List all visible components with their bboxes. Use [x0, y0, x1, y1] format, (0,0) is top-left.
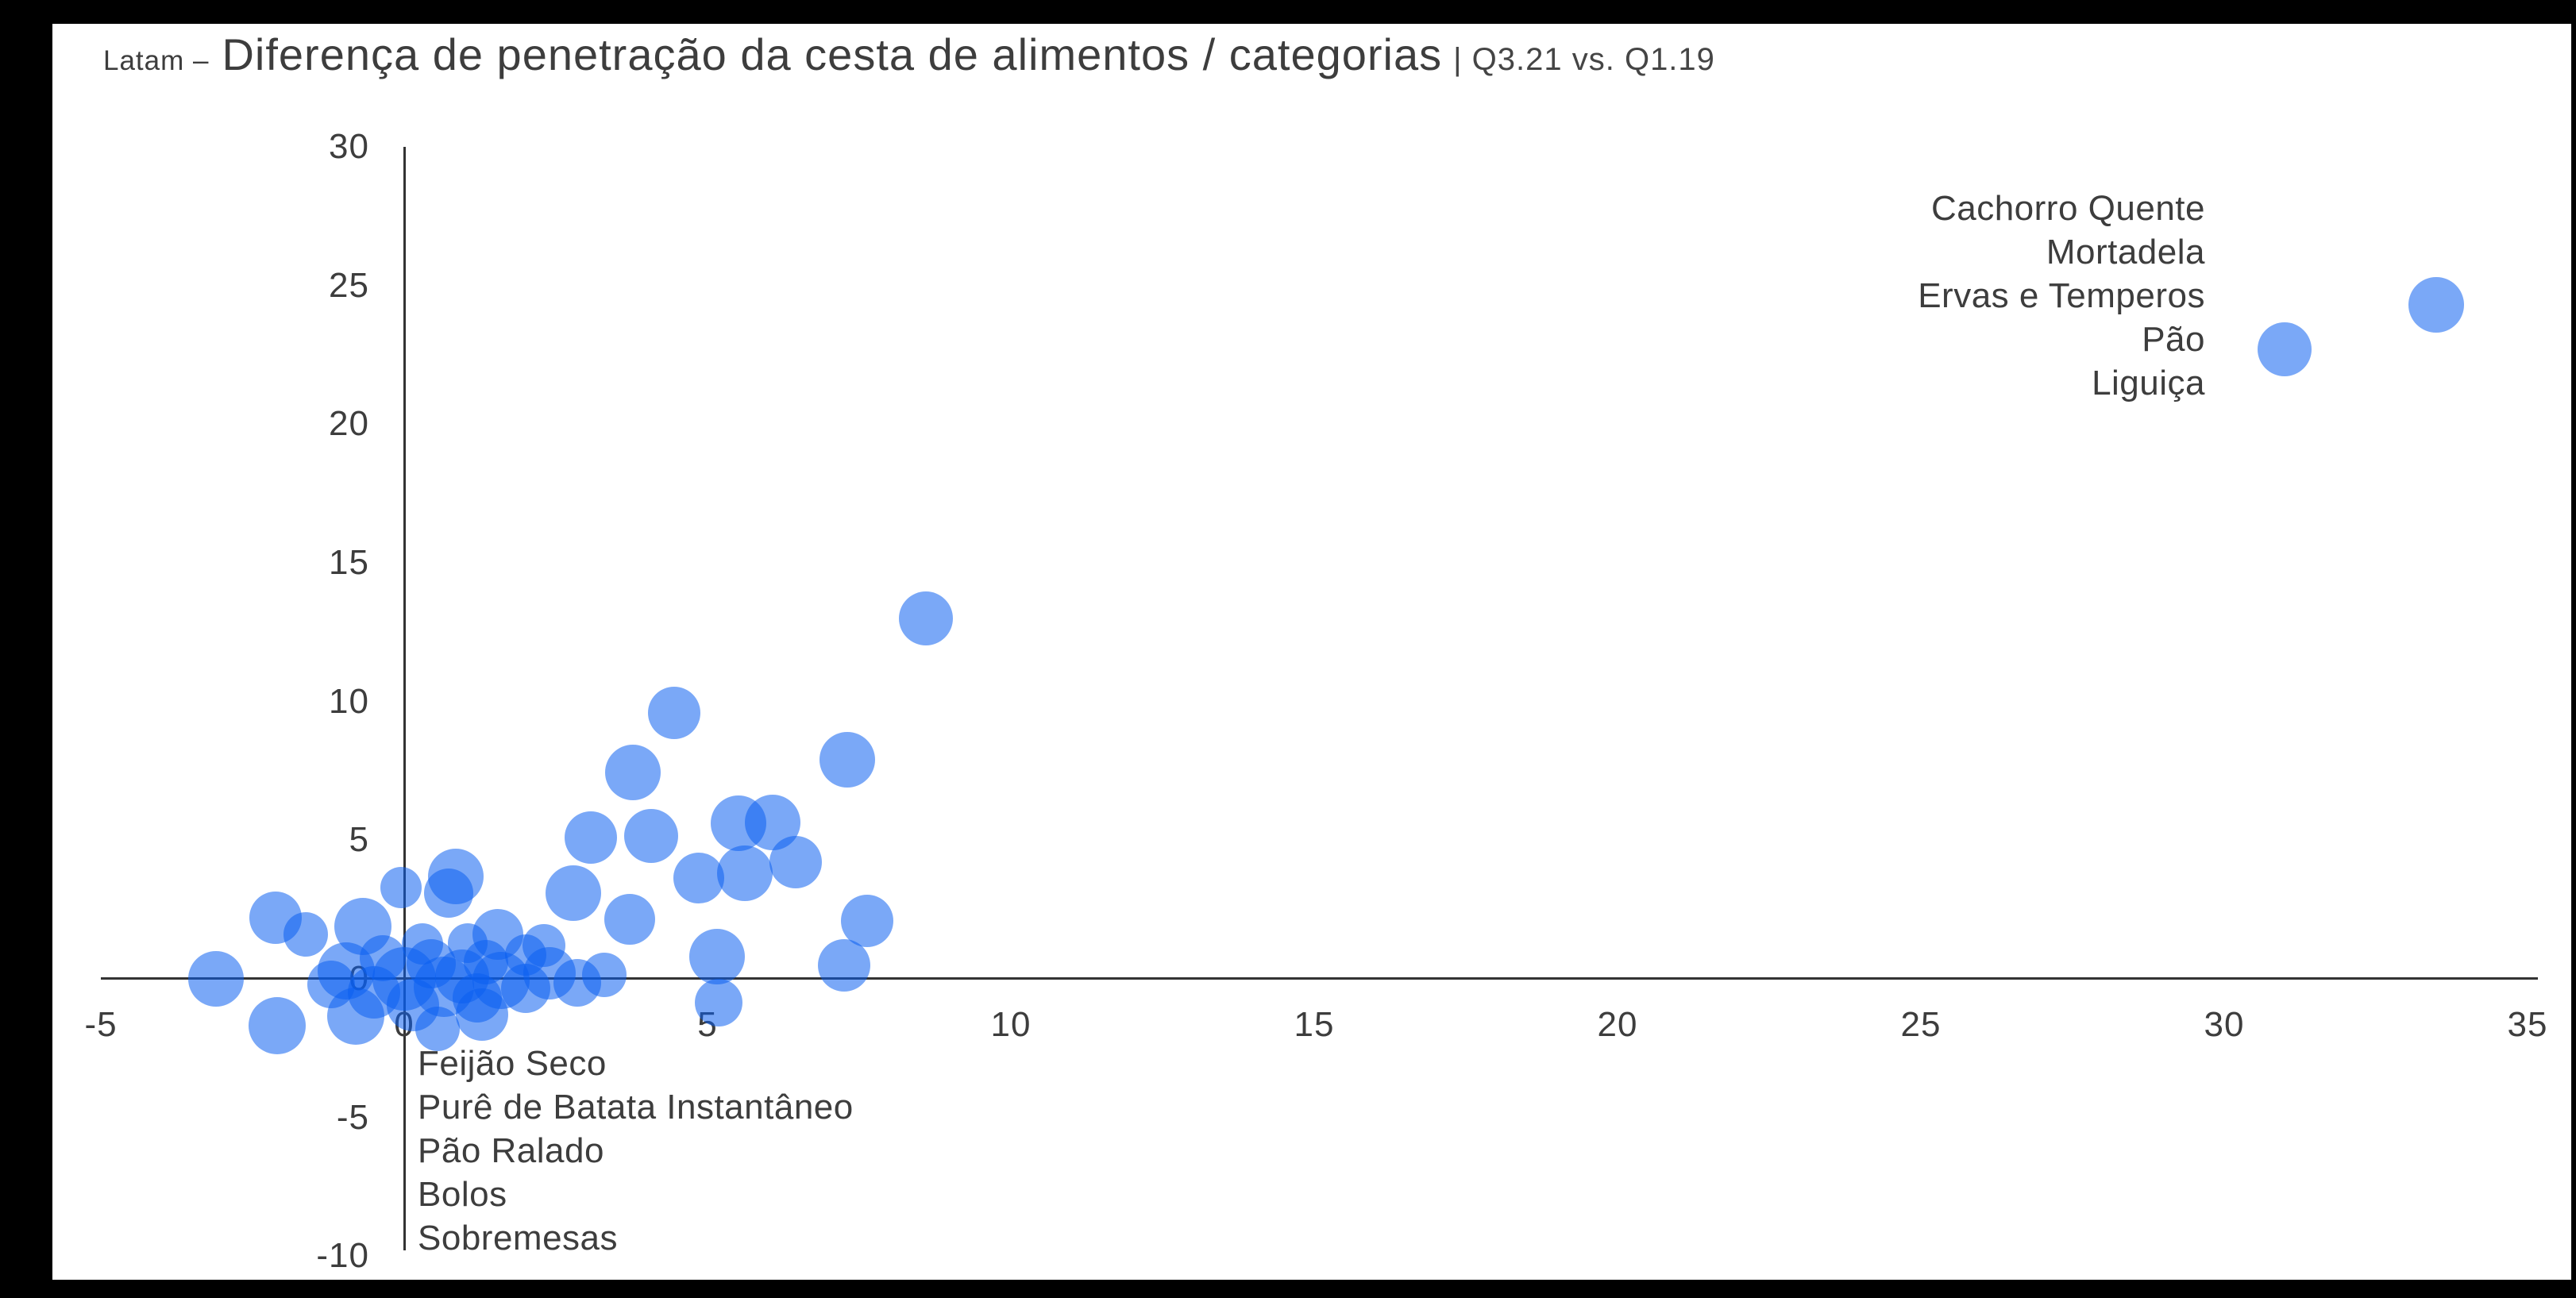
x-tick-label: 20 — [1597, 1005, 1638, 1044]
y-axis-line — [403, 147, 406, 1250]
scatter-bubble — [717, 845, 773, 902]
annotation-line: Purê de Batata Instantâneo — [418, 1088, 854, 1127]
annotation-line: Feijão Seco — [418, 1044, 607, 1083]
scatter-bubble — [2408, 277, 2465, 333]
scatter-bubble — [817, 938, 870, 992]
chart-title-prefix: Latam – — [103, 45, 210, 76]
x-tick-label: 15 — [1294, 1005, 1335, 1044]
annotation-line: Cachorro Quente — [1930, 189, 2205, 228]
scatter-bubble — [647, 686, 700, 739]
scatter-bubble — [188, 951, 245, 1007]
scatter-bubble — [694, 978, 742, 1026]
x-tick-label: 10 — [990, 1005, 1032, 1044]
scatter-bubble — [819, 732, 875, 788]
y-tick-label: -5 — [336, 1097, 369, 1137]
scatter-bubble — [605, 744, 661, 800]
annotation-line: Sobremesas — [418, 1219, 619, 1258]
scatter-bubble — [604, 893, 656, 945]
annotation-line: Mortadela — [2046, 233, 2205, 272]
scatter-bubble — [380, 866, 422, 908]
scatter-bubble — [840, 894, 893, 947]
y-tick-label: 20 — [329, 404, 369, 444]
scatter-bubble — [565, 811, 618, 864]
scatter-bubble — [582, 952, 627, 997]
scatter-bubble — [423, 868, 473, 918]
annotation-line: Pão Ralado — [418, 1131, 604, 1170]
y-tick-label: -10 — [316, 1236, 369, 1276]
scatter-bubble — [623, 809, 678, 864]
chart-title-main: Diferença de penetração da cesta de alim… — [222, 29, 1443, 79]
scatter-bubble — [689, 929, 746, 985]
annotation-bottom-left: Feijão Seco Purê de Batata Instantâneo Pão… — [418, 1042, 854, 1260]
scatter-bubble — [673, 852, 725, 903]
x-tick-label: 25 — [1900, 1005, 1942, 1044]
x-axis-line — [101, 977, 2538, 980]
chart-canvas: Latam – Diferença de penetração da cesta … — [52, 24, 2571, 1280]
y-tick-label: 10 — [329, 681, 369, 721]
scatter-bubble — [248, 997, 306, 1055]
scatter-bubble — [546, 865, 602, 921]
chart-title-period: | Q3.21 vs. Q1.19 — [1453, 42, 1715, 77]
annotation-line: Bolos — [418, 1175, 507, 1214]
y-tick-label: 30 — [329, 127, 369, 167]
scatter-bubble — [2258, 322, 2312, 377]
annotation-line: Pão — [2142, 320, 2205, 359]
scatter-bubble — [769, 836, 822, 889]
x-tick-label: 30 — [2204, 1005, 2245, 1044]
chart-title: Latam – Diferença de penetração da cesta … — [103, 29, 1715, 80]
scatter-bubble — [899, 591, 954, 645]
annotation-line: Ervas e Temperos — [1918, 276, 2205, 315]
annotation-line: Liguiça — [2092, 364, 2205, 402]
y-tick-label: 25 — [329, 265, 369, 305]
scatter-bubble — [283, 912, 329, 957]
y-tick-label: 5 — [349, 820, 369, 860]
y-tick-label: 15 — [329, 543, 369, 583]
annotation-top-right: Cachorro Quente Mortadela Ervas e Temperos… — [1918, 187, 2205, 405]
x-tick-label: -5 — [84, 1005, 118, 1044]
x-tick-label: 35 — [2507, 1005, 2548, 1044]
